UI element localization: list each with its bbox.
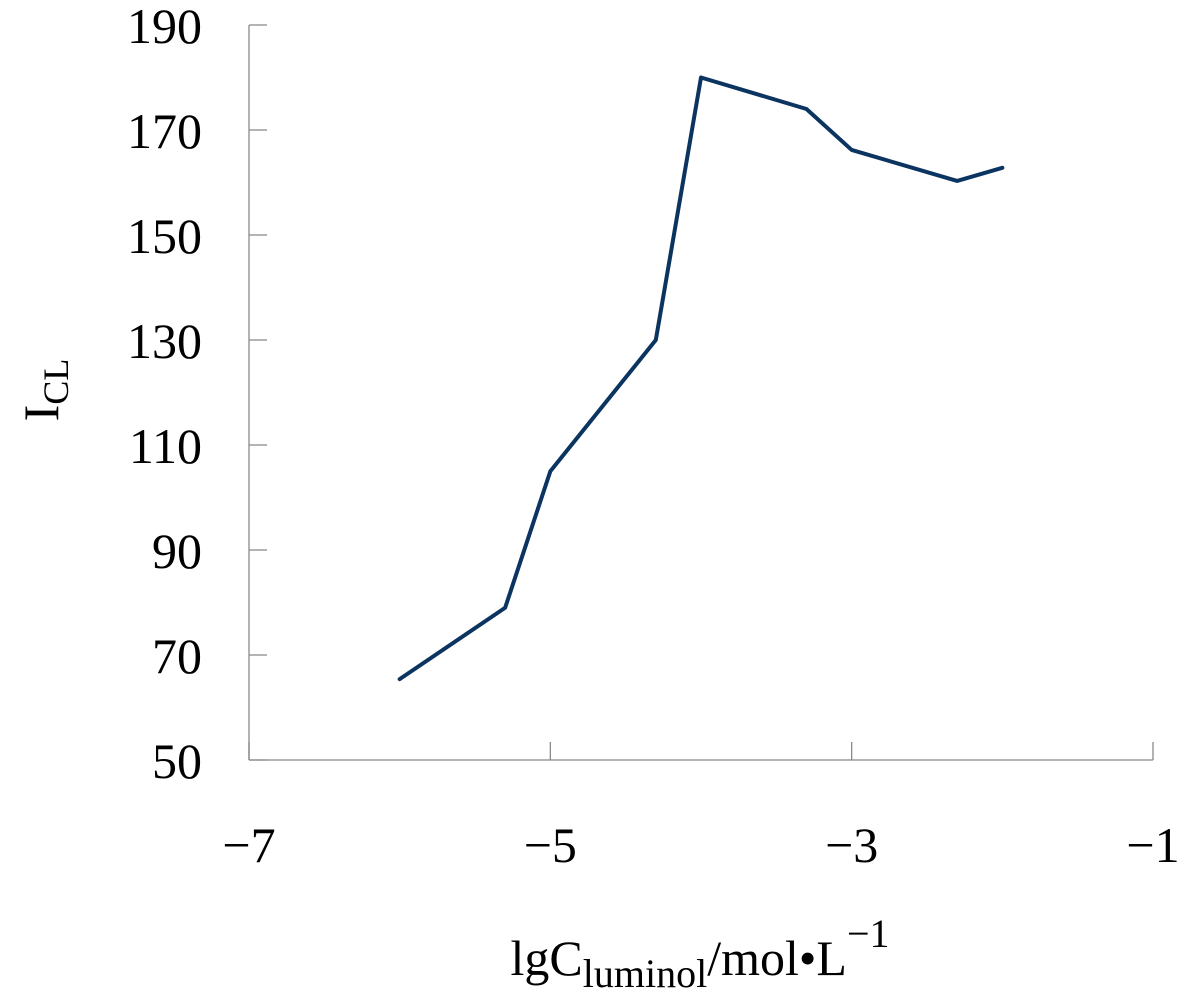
y-tick-label: 150: [127, 208, 202, 264]
x-label-unit: /mol•L: [707, 930, 847, 986]
x-tick-label: −1: [1126, 817, 1179, 873]
x-tick-label: −3: [825, 817, 878, 873]
y-tick-label: 170: [127, 103, 202, 159]
x-axis-label: lgCluminol/mol•L−1: [511, 911, 890, 996]
line-series: [397, 75, 1005, 682]
y-label-main: I: [13, 405, 69, 422]
y-tick-label: 50: [152, 733, 202, 789]
x-tick-label: −7: [222, 817, 275, 873]
x-label-sup: −1: [847, 911, 890, 956]
y-tick-label: 70: [152, 628, 202, 684]
y-tick-label: 130: [127, 313, 202, 369]
y-label-sub: CL: [36, 359, 76, 405]
x-label-sub: luminol: [583, 951, 707, 996]
x-tick-label: −5: [524, 817, 577, 873]
y-axis-label: ICL: [13, 359, 76, 422]
y-tick-label: 190: [127, 0, 202, 54]
y-tick-label: 110: [129, 418, 202, 474]
y-tick-label: 90: [152, 523, 202, 579]
x-label-main: lgC: [511, 930, 583, 986]
